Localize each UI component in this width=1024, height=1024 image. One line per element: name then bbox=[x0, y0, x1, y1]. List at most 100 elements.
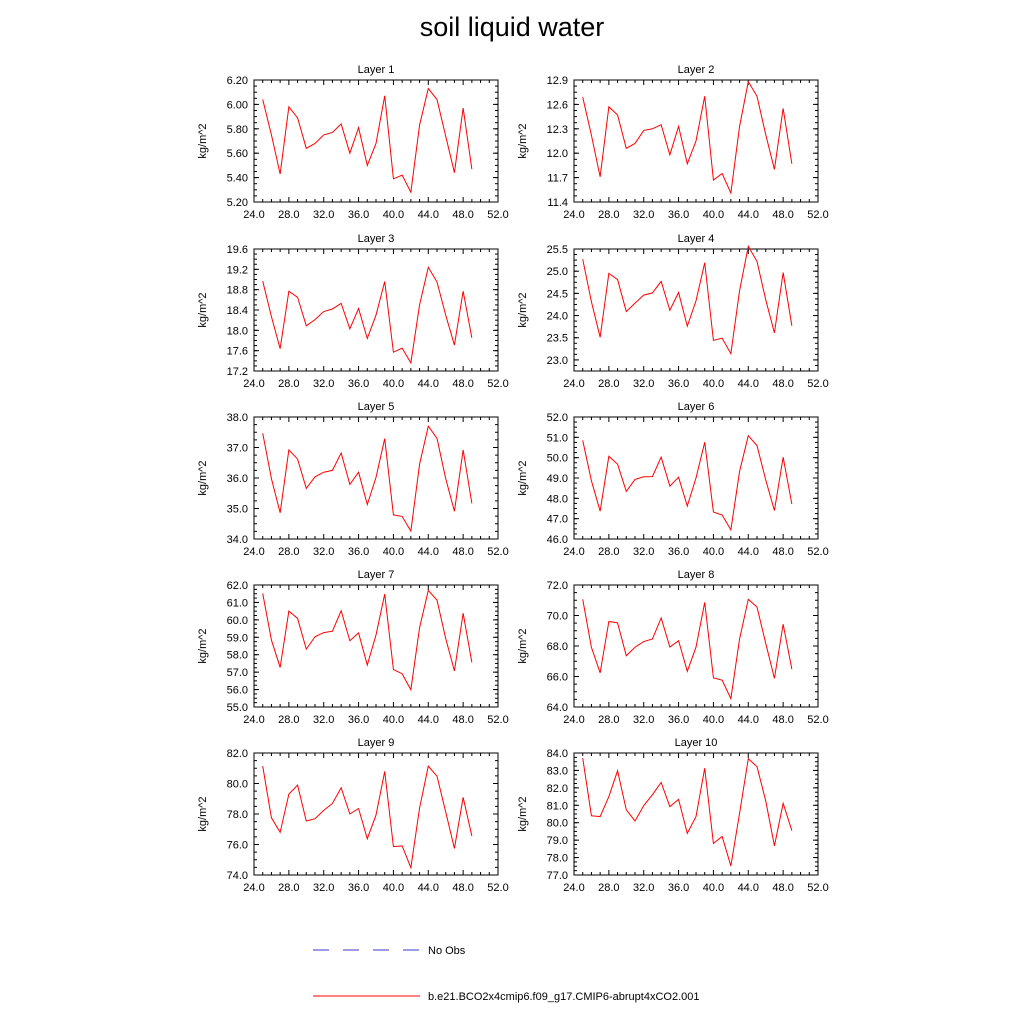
y-tick-label: 82.0 bbox=[547, 783, 568, 795]
panel-title: Layer 3 bbox=[358, 233, 395, 245]
x-tick-label: 32.0 bbox=[633, 882, 654, 894]
x-tick-label: 24.0 bbox=[563, 714, 584, 726]
y-tick-label: 82.0 bbox=[227, 748, 248, 760]
x-tick-label: 28.0 bbox=[598, 209, 619, 221]
x-tick-label: 52.0 bbox=[807, 378, 828, 390]
y-tick-label: 61.0 bbox=[227, 597, 248, 609]
x-tick-label: 32.0 bbox=[633, 209, 654, 221]
y-tick-label: 23.0 bbox=[547, 355, 568, 367]
x-tick-label: 44.0 bbox=[738, 546, 759, 558]
x-tick-label: 40.0 bbox=[703, 714, 724, 726]
y-axis-label: kg/m^2 bbox=[517, 460, 529, 495]
x-tick-label: 24.0 bbox=[243, 546, 264, 558]
x-tick-label: 36.0 bbox=[348, 378, 369, 390]
x-tick-label: 32.0 bbox=[313, 714, 334, 726]
x-tick-label: 36.0 bbox=[668, 714, 689, 726]
panel-layer-9: Layer 9 kg/m^2 24.0 28.0 32.0 36.0 40.0 44.0 48.… bbox=[197, 737, 509, 894]
panel-title: Layer 6 bbox=[678, 401, 715, 413]
y-tick-label: 12.3 bbox=[547, 124, 568, 136]
y-tick-label: 12.6 bbox=[547, 99, 568, 111]
y-tick-label: 76.0 bbox=[227, 840, 248, 852]
y-tick-label: 47.0 bbox=[547, 514, 568, 526]
x-tick-label: 48.0 bbox=[772, 209, 793, 221]
y-tick-label: 5.60 bbox=[227, 148, 248, 160]
y-tick-label: 72.0 bbox=[547, 580, 568, 592]
panel-title: Layer 9 bbox=[358, 737, 395, 749]
y-tick-label: 83.0 bbox=[547, 765, 568, 777]
series-line bbox=[262, 87, 473, 194]
y-tick-label: 78.0 bbox=[227, 809, 248, 821]
x-tick-label: 32.0 bbox=[313, 882, 334, 894]
x-tick-label: 52.0 bbox=[807, 882, 828, 894]
x-tick-label: 44.0 bbox=[738, 209, 759, 221]
y-tick-label: 12.9 bbox=[547, 75, 568, 87]
x-tick-label: 24.0 bbox=[563, 378, 584, 390]
x-tick-label: 40.0 bbox=[383, 378, 404, 390]
x-tick-label: 32.0 bbox=[313, 546, 334, 558]
x-tick-label: 32.0 bbox=[633, 378, 654, 390]
series-line bbox=[262, 589, 473, 692]
series-line bbox=[582, 757, 793, 867]
panel-title: Layer 1 bbox=[358, 64, 395, 76]
x-tick-label: 48.0 bbox=[772, 378, 793, 390]
x-tick-label: 48.0 bbox=[452, 714, 473, 726]
series-line bbox=[262, 765, 473, 870]
series-line bbox=[582, 80, 793, 195]
x-tick-label: 28.0 bbox=[598, 714, 619, 726]
y-tick-label: 5.40 bbox=[227, 173, 248, 185]
y-tick-label: 18.4 bbox=[227, 305, 248, 317]
x-tick-label: 36.0 bbox=[348, 546, 369, 558]
y-axis-label: kg/m^2 bbox=[517, 292, 529, 327]
x-tick-label: 48.0 bbox=[452, 378, 473, 390]
panel-title: Layer 5 bbox=[358, 401, 395, 413]
x-tick-label: 28.0 bbox=[278, 546, 299, 558]
x-tick-label: 32.0 bbox=[633, 546, 654, 558]
y-tick-label: 62.0 bbox=[227, 580, 248, 592]
x-tick-label: 24.0 bbox=[243, 378, 264, 390]
y-tick-label: 46.0 bbox=[547, 534, 568, 546]
x-tick-label: 52.0 bbox=[807, 546, 828, 558]
x-tick-label: 44.0 bbox=[738, 378, 759, 390]
y-tick-label: 51.0 bbox=[547, 432, 568, 444]
y-tick-label: 23.5 bbox=[547, 333, 568, 345]
panel-layer-7: Layer 7 kg/m^2 24.0 28.0 32.0 36.0 40.0 44.0 48.… bbox=[197, 569, 509, 726]
x-tick-label: 40.0 bbox=[383, 546, 404, 558]
x-tick-label: 44.0 bbox=[418, 546, 439, 558]
y-tick-label: 17.2 bbox=[227, 366, 248, 378]
y-tick-label: 11.7 bbox=[547, 173, 568, 185]
y-axis-label: kg/m^2 bbox=[197, 796, 209, 831]
y-tick-label: 18.8 bbox=[227, 285, 248, 297]
y-tick-label: 48.0 bbox=[547, 493, 568, 505]
y-tick-label: 17.6 bbox=[227, 346, 248, 358]
panel-title: Layer 8 bbox=[678, 569, 715, 581]
x-tick-label: 52.0 bbox=[807, 209, 828, 221]
x-tick-label: 40.0 bbox=[383, 209, 404, 221]
x-tick-label: 48.0 bbox=[772, 546, 793, 558]
panel-layer-3: Layer 3 kg/m^2 24.0 28.0 32.0 36.0 40.0 44.0 48.… bbox=[197, 233, 509, 390]
y-tick-label: 49.0 bbox=[547, 473, 568, 485]
x-tick-label: 48.0 bbox=[452, 882, 473, 894]
x-tick-label: 40.0 bbox=[703, 378, 724, 390]
y-tick-label: 74.0 bbox=[227, 870, 248, 882]
y-tick-label: 24.5 bbox=[547, 288, 568, 300]
panel-title: Layer 2 bbox=[678, 64, 715, 76]
x-tick-label: 36.0 bbox=[348, 882, 369, 894]
x-tick-label: 36.0 bbox=[668, 882, 689, 894]
x-tick-label: 32.0 bbox=[633, 714, 654, 726]
y-tick-label: 60.0 bbox=[227, 615, 248, 627]
y-tick-label: 50.0 bbox=[547, 453, 568, 465]
x-tick-label: 36.0 bbox=[668, 378, 689, 390]
x-tick-label: 28.0 bbox=[598, 882, 619, 894]
series-line bbox=[262, 424, 473, 533]
x-tick-label: 44.0 bbox=[738, 714, 759, 726]
panel-layer-6: Layer 6 kg/m^2 24.0 28.0 32.0 36.0 40.0 44.0 48.… bbox=[517, 401, 829, 558]
x-tick-label: 28.0 bbox=[598, 378, 619, 390]
y-tick-label: 12.0 bbox=[547, 148, 568, 160]
x-tick-label: 28.0 bbox=[278, 378, 299, 390]
x-tick-label: 48.0 bbox=[452, 209, 473, 221]
x-tick-label: 28.0 bbox=[278, 882, 299, 894]
series-line bbox=[582, 598, 793, 701]
y-axis-label: kg/m^2 bbox=[197, 123, 209, 158]
x-tick-label: 32.0 bbox=[313, 378, 334, 390]
y-tick-label: 57.0 bbox=[227, 667, 248, 679]
